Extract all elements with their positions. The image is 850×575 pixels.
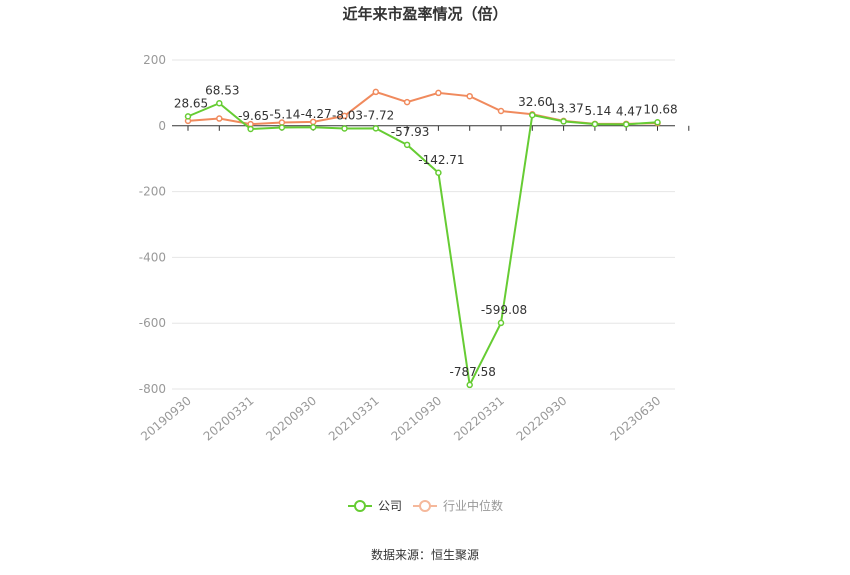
point-company[interactable]	[278, 124, 286, 131]
x-tick-label: 20200331	[201, 394, 257, 444]
y-tick-label: 0	[158, 119, 166, 133]
point-company[interactable]	[560, 118, 567, 125]
data-label: 32.60	[518, 95, 552, 109]
legend[interactable]: 公司 行业中位数	[348, 498, 503, 513]
x-tick-label: 20220930	[514, 394, 570, 444]
point-company[interactable]	[622, 121, 630, 128]
data-label: -142.71	[418, 153, 464, 167]
grid	[172, 59, 675, 390]
data-label: -5.14	[269, 107, 300, 121]
data-label: 4.47	[616, 104, 643, 118]
y-tick-label: -600	[139, 316, 166, 330]
x-tick-label: 20210331	[326, 394, 382, 444]
legend-label-industry-median: 行业中位数	[443, 498, 503, 513]
data-label: -9.65	[238, 109, 269, 123]
point-company[interactable]	[309, 123, 317, 131]
point-company[interactable]	[403, 141, 411, 149]
x-tick-label: 20220331	[451, 394, 507, 444]
x-tick-label: 20200930	[263, 394, 319, 444]
x-tick-label: 20230630	[608, 394, 664, 444]
legend-marker-industry-median	[419, 500, 431, 512]
point-company[interactable]	[497, 319, 505, 327]
legend-label-company: 公司	[378, 499, 402, 513]
point-company[interactable]	[372, 125, 380, 132]
data-label: 10.68	[643, 102, 677, 116]
point-industry-median[interactable]	[403, 98, 411, 106]
chart-title: 近年来市盈率情况（倍）	[342, 5, 507, 23]
point-industry-median[interactable]	[497, 107, 505, 115]
y-tick-label: -400	[139, 250, 166, 264]
point-company[interactable]	[216, 100, 223, 107]
series-line-company	[187, 102, 658, 389]
x-tick-label: 20210930	[389, 394, 445, 444]
data-label: 13.37	[549, 101, 583, 115]
y-tick-label: -800	[139, 382, 166, 396]
x-tick-label: 20190930	[138, 394, 194, 444]
data-label: 28.65	[174, 96, 208, 110]
point-industry-median[interactable]	[372, 88, 380, 96]
data-label: -787.58	[450, 365, 496, 379]
data-label: -57.93	[391, 125, 430, 139]
point-company[interactable]	[184, 113, 192, 120]
point-industry-median[interactable]	[435, 89, 442, 97]
data-label: -599.08	[481, 303, 527, 317]
series	[184, 88, 661, 389]
point-industry-median[interactable]	[216, 115, 223, 122]
point-company[interactable]	[591, 120, 599, 128]
data-label: -8.03	[332, 108, 363, 122]
point-industry-median[interactable]	[466, 92, 473, 100]
point-company[interactable]	[435, 169, 442, 177]
legend-marker-company	[354, 500, 366, 512]
data-label: 5.14	[585, 104, 612, 118]
data-label: -4.27	[301, 107, 332, 121]
point-company[interactable]	[466, 381, 473, 389]
legend-item-industry-median[interactable]: 行业中位数	[413, 498, 503, 513]
point-company[interactable]	[341, 125, 348, 132]
data-label: -7.72	[363, 108, 394, 122]
source-note: 数据来源：恒生聚源	[371, 547, 479, 562]
y-tick-label: 200	[143, 53, 166, 67]
point-company[interactable]	[247, 125, 254, 133]
y-tick-label: -200	[139, 185, 166, 199]
legend-item-company[interactable]: 公司	[348, 499, 402, 513]
data-label: 68.53	[205, 83, 239, 97]
point-company[interactable]	[529, 111, 536, 119]
point-company[interactable]	[654, 119, 661, 126]
point-industry-median[interactable]	[341, 112, 348, 120]
